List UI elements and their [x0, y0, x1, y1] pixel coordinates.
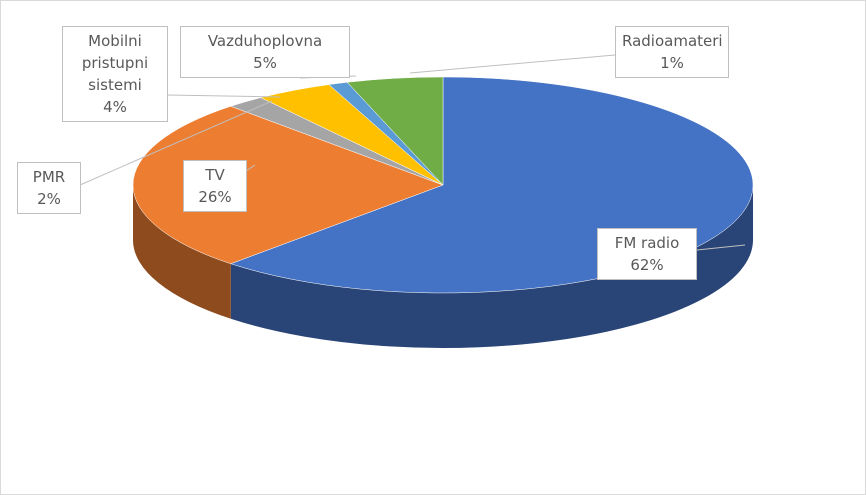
slice-side	[230, 185, 753, 348]
leader-line	[79, 100, 273, 186]
label-text: 62%	[630, 256, 664, 274]
label-text: Radioamateri	[622, 32, 723, 50]
label-text: 1%	[660, 54, 684, 72]
leader-line	[696, 244, 746, 251]
label-text: 4%	[103, 98, 127, 116]
data-label: FM radio 62%	[597, 228, 697, 280]
data-label: PMR 2%	[17, 162, 81, 214]
label-text: 26%	[198, 188, 232, 206]
label-text: Mobilni pristupni sistemi	[81, 32, 149, 94]
data-label: Mobilni pristupni sistemi 4%	[62, 26, 168, 122]
data-label: Vazduhoplovna 5%	[180, 26, 350, 78]
data-label: TV 26%	[183, 160, 247, 212]
label-text: TV	[205, 166, 225, 184]
slice-side	[133, 185, 231, 319]
label-text: PMR	[32, 168, 66, 186]
label-text: 5%	[253, 54, 277, 72]
slice	[132, 106, 444, 264]
data-label: Radioamateri 1%	[615, 26, 729, 78]
leader-line	[409, 54, 616, 74]
leader-line	[166, 94, 281, 98]
label-text: 2%	[37, 190, 61, 208]
label-text: FM radio	[614, 234, 680, 252]
slice	[346, 76, 444, 186]
label-text: Vazduhoplovna	[207, 32, 323, 50]
